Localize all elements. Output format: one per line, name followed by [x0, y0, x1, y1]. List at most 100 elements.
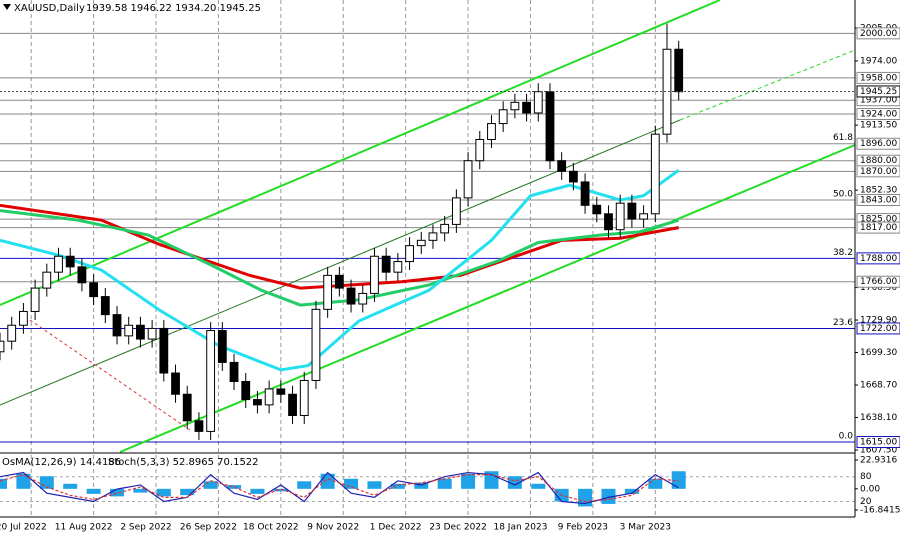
level-label: 1825.00: [860, 215, 897, 225]
osma-bar: [156, 488, 171, 497]
grid: [0, 0, 858, 517]
candle-body: [299, 379, 309, 416]
stoch-tick-label: 80: [860, 472, 872, 482]
osma-bar: [250, 488, 265, 494]
candle-body: [557, 160, 567, 172]
osma-bar: [203, 481, 218, 489]
candle-body: [217, 330, 227, 363]
level-label: 1788.00: [860, 254, 897, 264]
candle-body: [147, 327, 157, 340]
candle-body: [136, 324, 145, 340]
osma-bar: [297, 481, 312, 489]
level-box: [856, 137, 900, 150]
y-tick-label: 1729.90: [860, 316, 897, 326]
candle-body: [65, 255, 75, 268]
stoch-line: [0, 473, 679, 503]
y-tick-label: 1668.70: [860, 381, 897, 391]
fib-label: 50.0: [833, 189, 853, 199]
x-tick-label: 18 Oct 2022: [243, 523, 299, 533]
osma-bar: [16, 473, 31, 489]
level-label: 1880.00: [860, 156, 897, 166]
level-label: 1817.00: [860, 223, 897, 233]
level-label: 1615.00: [860, 438, 897, 448]
level-box: [856, 275, 900, 288]
y-tick-label: 1913.50: [860, 121, 897, 131]
candle-body: [463, 160, 473, 199]
candle-body: [487, 123, 496, 140]
osma-bar: [437, 478, 452, 489]
candle-body: [615, 202, 625, 231]
y-tick-label: 1760.50: [860, 283, 897, 293]
levels: [0, 32, 855, 443]
candle-body: [182, 393, 192, 422]
fib-label: 23.6: [833, 318, 853, 328]
candle-body: [370, 255, 379, 294]
channel-lower: [119, 144, 856, 453]
candle-body: [253, 399, 262, 406]
level-label: 1766.00: [860, 277, 897, 287]
last-price-box: [856, 85, 900, 98]
candle-body: [112, 314, 122, 337]
candle-body: [650, 133, 660, 215]
osma-bar: [133, 488, 148, 493]
candle-body: [346, 287, 356, 305]
candle-body: [639, 213, 648, 220]
candle-body: [568, 170, 578, 183]
osma-bar: [273, 488, 288, 492]
osma-bar: [110, 488, 125, 497]
candle-body: [42, 271, 52, 289]
x-tick-label: 11 Aug 2022: [55, 523, 113, 533]
level-label: 1722.00: [860, 324, 897, 334]
candle-body: [580, 181, 590, 206]
osma-bar: [461, 473, 476, 489]
candle-body: [545, 91, 555, 162]
candle-body: [522, 101, 531, 114]
candle-body: [276, 388, 286, 395]
fib-label: 0.0: [839, 432, 854, 442]
osma-bar: [320, 473, 335, 489]
osc-tick-label: 22.9316: [860, 455, 897, 465]
osma-bar: [344, 478, 359, 489]
level-box: [856, 193, 900, 206]
channel-upper: [0, 0, 721, 306]
level-label: 2000.00: [860, 29, 897, 39]
osma-bar: [0, 478, 7, 489]
candle-body: [592, 204, 602, 215]
level-label: 1896.00: [860, 139, 897, 149]
x-tick-label: 23 Dec 2022: [429, 523, 487, 533]
ohlc-text: 1939.58 1946.22 1934.20 1945.25: [86, 3, 261, 14]
labels: 20 Jul 2022 11 Aug 2022 2 Sep 2022 26 Sep 2…: [0, 24, 900, 533]
trend-line: [29, 319, 191, 431]
candle-body: [533, 91, 543, 114]
candle-body: [627, 202, 637, 220]
symbol-title: XAUUSD,Daily: [14, 3, 85, 14]
candle-body: [674, 48, 684, 93]
y-tick-label: 1607.50: [860, 445, 897, 455]
menu-arrow: [3, 4, 11, 10]
level-box: [856, 165, 900, 178]
candle-body: [7, 324, 17, 342]
stoch-title: Stoch(5,3,3) 52.8965 70.1522: [108, 457, 259, 468]
level-box: [856, 108, 900, 121]
osma-bar: [624, 488, 639, 494]
level-box: [856, 322, 900, 335]
candle-body: [381, 255, 391, 273]
candle-body: [440, 223, 450, 234]
osc-tick-label: -16.8415: [860, 506, 900, 516]
marks: [0, 23, 855, 507]
x-tick-label: 18 Jan 2023: [493, 523, 547, 533]
channel-middle: [0, 119, 681, 406]
level-box: [856, 436, 900, 449]
candle-body: [358, 292, 368, 305]
candle-body: [54, 255, 63, 273]
candle-body: [288, 393, 297, 416]
candle-body: [334, 274, 344, 289]
osma-bar: [414, 482, 429, 489]
candle-body: [323, 274, 333, 310]
candle-body: [171, 372, 180, 395]
level-box: [856, 71, 900, 84]
candle-body: [100, 296, 110, 316]
channel-extension: [679, 49, 856, 121]
